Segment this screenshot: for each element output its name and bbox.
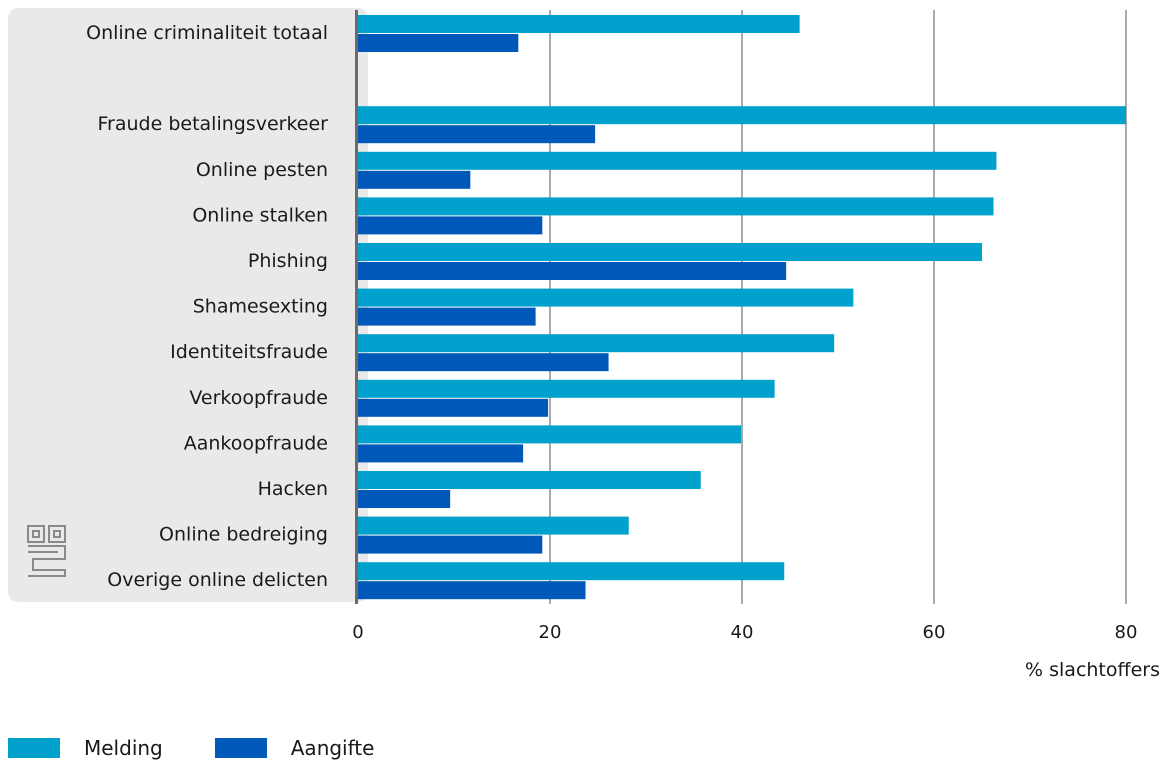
- bar-aangifte: [358, 170, 471, 189]
- x-axis-title: % slachtoffers: [1025, 659, 1160, 681]
- category-label: Identiteitsfraude: [170, 341, 328, 363]
- category-label: Phishing: [248, 250, 328, 272]
- gridlines: [549, 10, 1127, 604]
- bar-aangifte: [358, 398, 549, 417]
- legend-label-melding: Melding: [84, 736, 163, 760]
- bar-melding: [358, 15, 800, 33]
- bar-aangifte: [358, 535, 543, 554]
- bar-aangifte: [358, 125, 596, 144]
- bar-melding: [358, 425, 742, 444]
- bar-melding: [358, 562, 785, 581]
- legend-item-melding: Melding: [8, 736, 163, 760]
- bar-melding: [358, 379, 775, 398]
- category-labels: Online criminaliteit totaal Fraude betali…: [86, 22, 328, 591]
- category-label: Verkoopfraude: [189, 387, 328, 409]
- bar-melding: [358, 516, 629, 535]
- x-tick-label: 20: [539, 622, 562, 643]
- bar-aangifte: [358, 34, 519, 52]
- bars: [358, 15, 1126, 600]
- x-tick-label: 0: [352, 622, 363, 643]
- bar-aangifte: [358, 353, 609, 372]
- bar-aangifte: [358, 581, 586, 600]
- legend-item-aangifte: Aangifte: [214, 736, 375, 760]
- bar-aangifte: [358, 490, 451, 508]
- x-tick-label: 40: [731, 622, 754, 643]
- legend: Melding Aangifte: [8, 736, 426, 760]
- bar-melding: [358, 106, 1126, 125]
- category-label: Overige online delicten: [107, 569, 328, 591]
- category-label: Online criminaliteit totaal: [86, 22, 328, 44]
- category-label: Fraude betalingsverkeer: [98, 113, 329, 135]
- legend-label-aangifte: Aangifte: [290, 736, 375, 760]
- x-tick-labels: 0 20 40 60 80: [352, 622, 1137, 643]
- category-label: Hacken: [258, 478, 328, 500]
- legend-swatch-melding: [8, 738, 60, 758]
- legend-swatch-aangifte: [214, 738, 267, 758]
- bar-aangifte: [358, 444, 524, 463]
- bar-melding: [358, 288, 854, 307]
- bar-melding: [358, 151, 997, 170]
- category-label: Shamesexting: [193, 296, 328, 318]
- bar-aangifte: [358, 216, 543, 235]
- cbs-logo-icon: [27, 525, 66, 577]
- bar-melding: [358, 334, 835, 353]
- bar-aangifte: [358, 307, 536, 326]
- category-label: Online stalken: [192, 204, 328, 226]
- bar-melding: [358, 243, 982, 261]
- bar-melding: [358, 471, 701, 489]
- bar-aangifte: [358, 262, 787, 280]
- bar-melding: [358, 197, 994, 216]
- x-tick-label: 60: [923, 622, 946, 643]
- category-label: Online bedreiging: [159, 524, 328, 546]
- category-label: Aankoopfraude: [184, 432, 328, 454]
- category-label: Online pesten: [196, 159, 328, 181]
- x-tick-label: 80: [1115, 622, 1138, 643]
- category-panel: [8, 8, 368, 602]
